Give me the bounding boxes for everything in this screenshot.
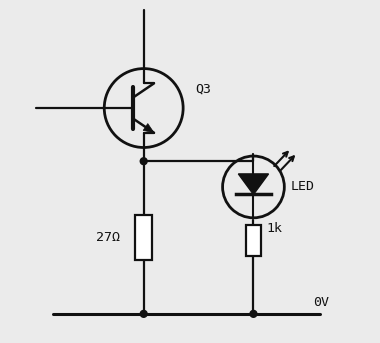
Circle shape bbox=[250, 310, 257, 317]
Circle shape bbox=[140, 158, 147, 165]
Circle shape bbox=[140, 310, 147, 317]
FancyBboxPatch shape bbox=[246, 225, 261, 256]
Text: 1k: 1k bbox=[267, 222, 283, 235]
FancyBboxPatch shape bbox=[135, 215, 152, 260]
Polygon shape bbox=[238, 174, 269, 194]
Text: 27Ω: 27Ω bbox=[96, 231, 120, 244]
Text: 0V: 0V bbox=[314, 296, 329, 309]
Text: Q3: Q3 bbox=[195, 83, 211, 96]
Polygon shape bbox=[143, 123, 154, 133]
Text: LED: LED bbox=[290, 180, 315, 193]
